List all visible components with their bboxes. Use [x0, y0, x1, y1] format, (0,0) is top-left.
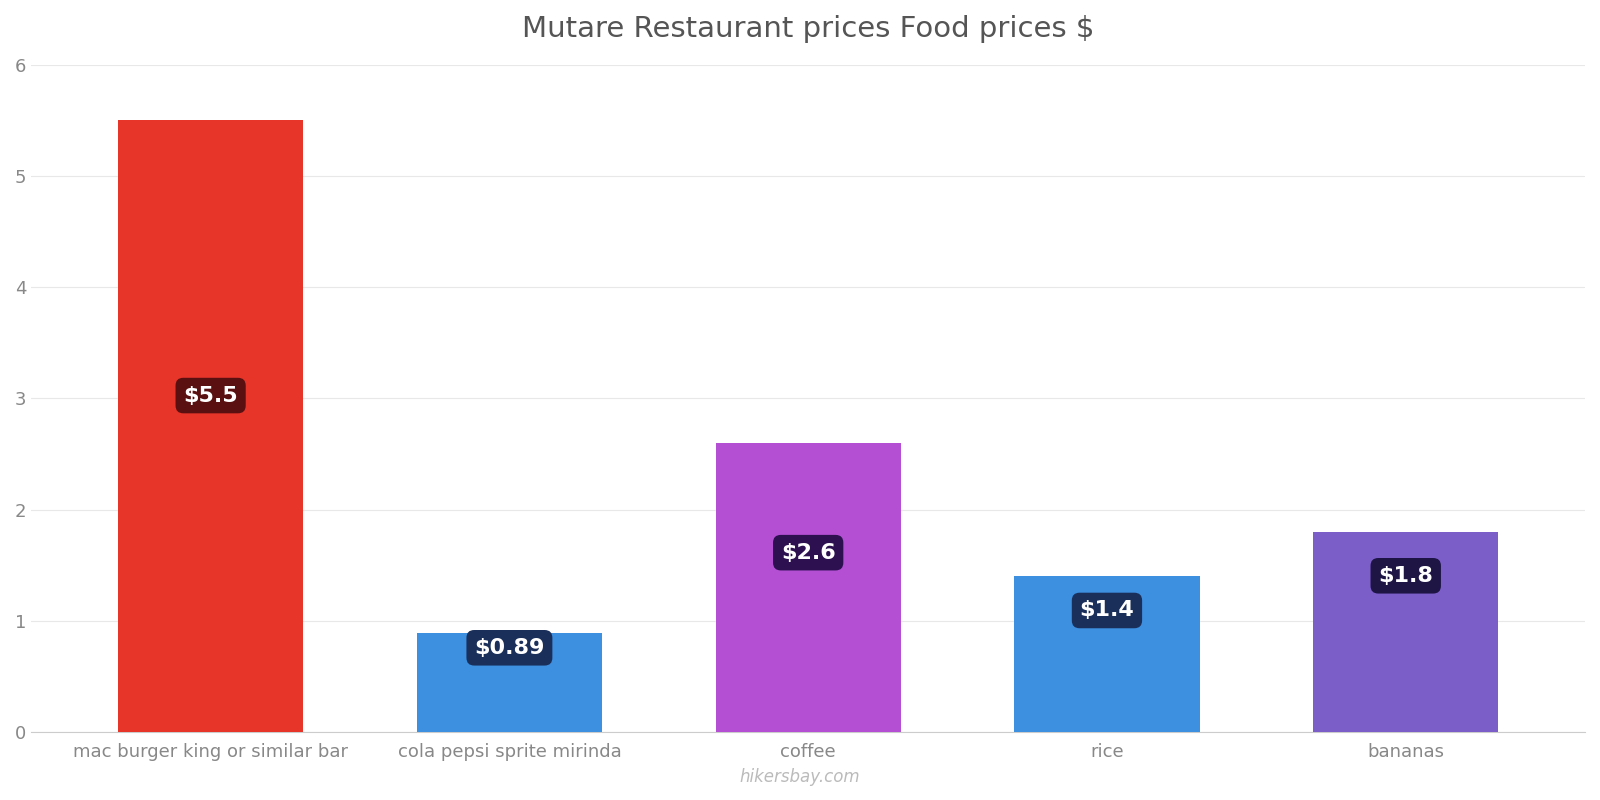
Title: Mutare Restaurant prices Food prices $: Mutare Restaurant prices Food prices $ — [522, 15, 1094, 43]
Text: hikersbay.com: hikersbay.com — [739, 768, 861, 786]
Bar — [715, 443, 901, 732]
Text: $1.4: $1.4 — [1080, 601, 1134, 621]
Text: $0.89: $0.89 — [474, 638, 544, 658]
Bar — [1014, 576, 1200, 732]
Bar — [416, 633, 602, 732]
Bar — [1314, 532, 1498, 732]
Bar — [118, 120, 304, 732]
Text: $2.6: $2.6 — [781, 542, 835, 562]
Text: $1.8: $1.8 — [1378, 566, 1434, 586]
Text: $5.5: $5.5 — [184, 386, 238, 406]
